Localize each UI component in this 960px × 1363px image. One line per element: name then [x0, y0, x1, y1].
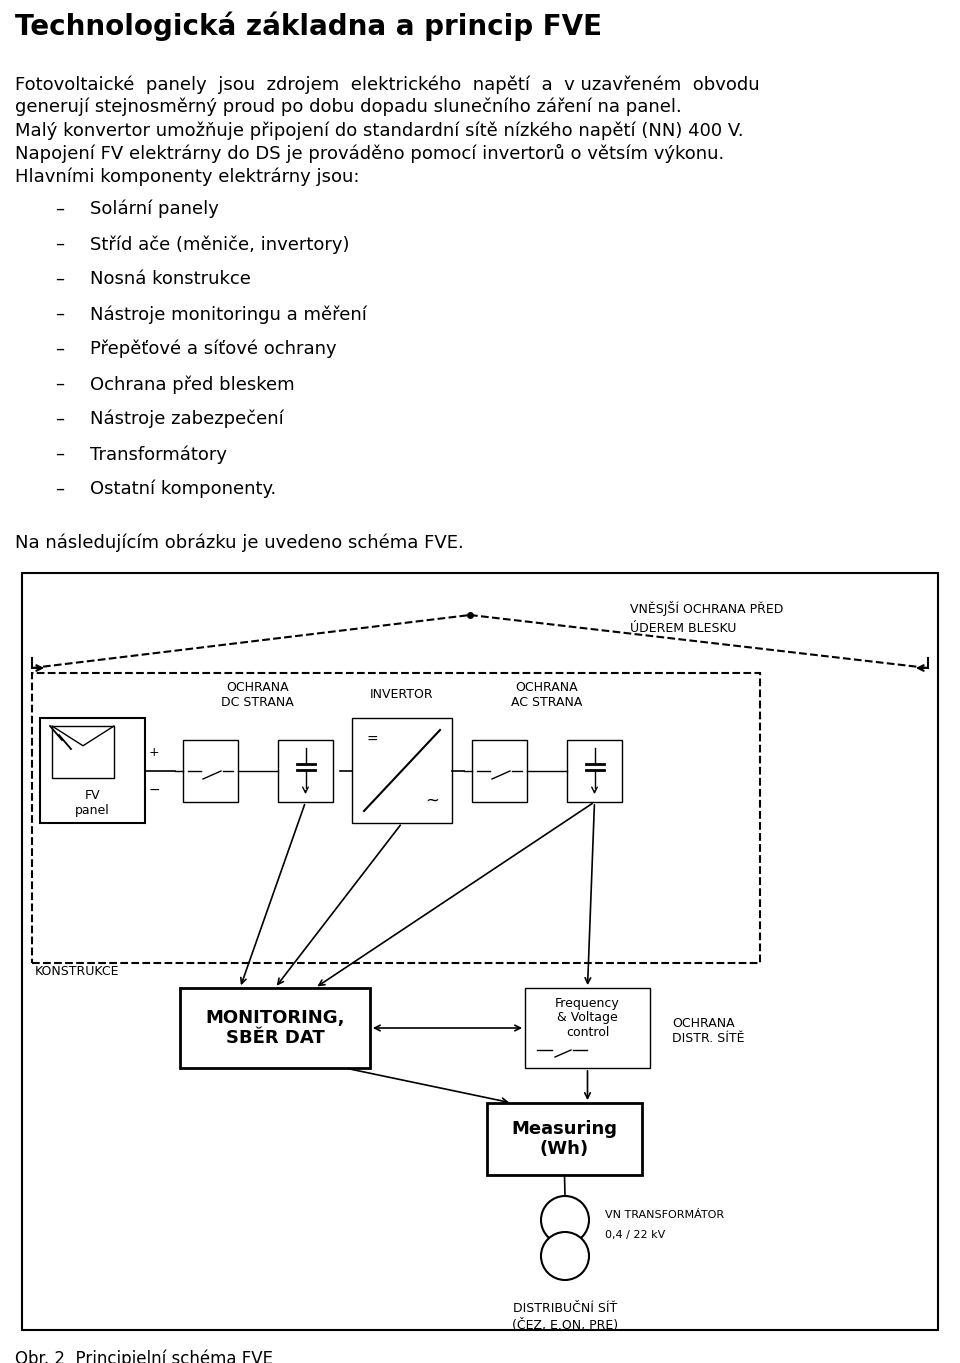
Text: FV
panel: FV panel: [75, 789, 109, 816]
Text: VN TRANSFORMÁTOR: VN TRANSFORMÁTOR: [605, 1210, 724, 1220]
Text: Přepěťové a síťové ochrany: Přepěťové a síťové ochrany: [90, 339, 337, 358]
Text: =: =: [366, 733, 378, 747]
Bar: [487, 1103, 642, 1175]
Text: (ČEZ, E.ON, PRE): (ČEZ, E.ON, PRE): [512, 1318, 618, 1332]
Text: –: –: [55, 480, 64, 497]
Text: Solární panely: Solární panely: [90, 200, 219, 218]
Text: Ochrana před bleskem: Ochrana před bleskem: [90, 375, 295, 394]
Text: Malý konvertor umožňuje připojení do standardní sítě nízkého napětí (NN) 400 V.: Malý konvertor umožňuje připojení do sta…: [15, 121, 744, 139]
Text: Obr. 2  Principielní schéma FVE: Obr. 2 Principielní schéma FVE: [15, 1349, 273, 1363]
Text: Transformátory: Transformátory: [90, 444, 227, 463]
Text: KONSTRUKCE: KONSTRUKCE: [35, 965, 119, 979]
Text: –: –: [55, 200, 64, 218]
Text: –: –: [55, 305, 64, 323]
Text: +: +: [149, 746, 159, 759]
Text: Na následujícím obrázku je uvedeno schéma FVE.: Na následujícím obrázku je uvedeno schém…: [15, 533, 464, 552]
Text: Technologická základna a princip FVE: Technologická základna a princip FVE: [15, 11, 602, 41]
Text: ÚDEREM BLESKU: ÚDEREM BLESKU: [630, 622, 736, 635]
Text: DISTRIBUČNÍ SÍŤ: DISTRIBUČNÍ SÍŤ: [513, 1302, 617, 1314]
Bar: [22, 572, 938, 1330]
Text: OCHRANA
AC STRANA: OCHRANA AC STRANA: [511, 682, 582, 709]
Text: Ostatní komponenty.: Ostatní komponenty.: [90, 480, 276, 499]
Text: –: –: [55, 410, 64, 428]
Text: INVERTOR: INVERTOR: [371, 688, 434, 702]
Bar: [278, 740, 333, 801]
Bar: [180, 988, 370, 1069]
Bar: [525, 988, 650, 1069]
Bar: [567, 740, 622, 801]
Bar: [32, 673, 760, 964]
Text: Hlavními komponenty elektrárny jsou:: Hlavními komponenty elektrárny jsou:: [15, 168, 359, 185]
Text: Nástroje monitoringu a měření: Nástroje monitoringu a měření: [90, 305, 367, 323]
Text: –: –: [55, 444, 64, 463]
Text: Frequency
& Voltage
control: Frequency & Voltage control: [555, 996, 620, 1040]
Text: Nástroje zabezpečení: Nástroje zabezpečení: [90, 410, 284, 428]
Text: VNĚSJŠÍ OCHRANA PŘED: VNĚSJŠÍ OCHRANA PŘED: [630, 601, 783, 616]
Circle shape: [541, 1195, 589, 1244]
Text: MONITORING,
SBĚR DAT: MONITORING, SBĚR DAT: [205, 1009, 345, 1047]
Text: –: –: [55, 339, 64, 358]
Bar: [40, 718, 145, 823]
Text: Measuring
(Wh): Measuring (Wh): [512, 1119, 617, 1159]
Bar: [472, 740, 527, 801]
Text: Stříd ače (měniče, invertory): Stříd ače (měniče, invertory): [90, 234, 349, 254]
Text: 0,4 / 22 kV: 0,4 / 22 kV: [605, 1229, 665, 1240]
Text: OCHRANA
DISTR. SÍTĚ: OCHRANA DISTR. SÍTĚ: [672, 1017, 745, 1045]
Bar: [352, 718, 452, 823]
Text: –: –: [55, 234, 64, 254]
Text: –: –: [55, 375, 64, 393]
Text: generují stejnosměrný proud po dobu dopadu slunečního záření na panel.: generují stejnosměrný proud po dobu dopa…: [15, 98, 682, 116]
Text: Nosná konstrukce: Nosná konstrukce: [90, 270, 251, 288]
Text: −: −: [149, 782, 160, 796]
Text: Napojení FV elektrárny do DS je prováděno pomocí invertorů o větsím výkonu.: Napojení FV elektrárny do DS je prováděn…: [15, 144, 724, 164]
Text: Fotovoltaické  panely  jsou  zdrojem  elektrického  napětí  a  v uzavřeném  obvo: Fotovoltaické panely jsou zdrojem elektr…: [15, 75, 759, 94]
Bar: [183, 740, 238, 801]
Text: –: –: [55, 270, 64, 288]
Bar: [52, 726, 114, 778]
Circle shape: [541, 1232, 589, 1280]
Text: ~: ~: [425, 792, 439, 810]
Text: OCHRANA
DC STRANA: OCHRANA DC STRANA: [221, 682, 294, 709]
